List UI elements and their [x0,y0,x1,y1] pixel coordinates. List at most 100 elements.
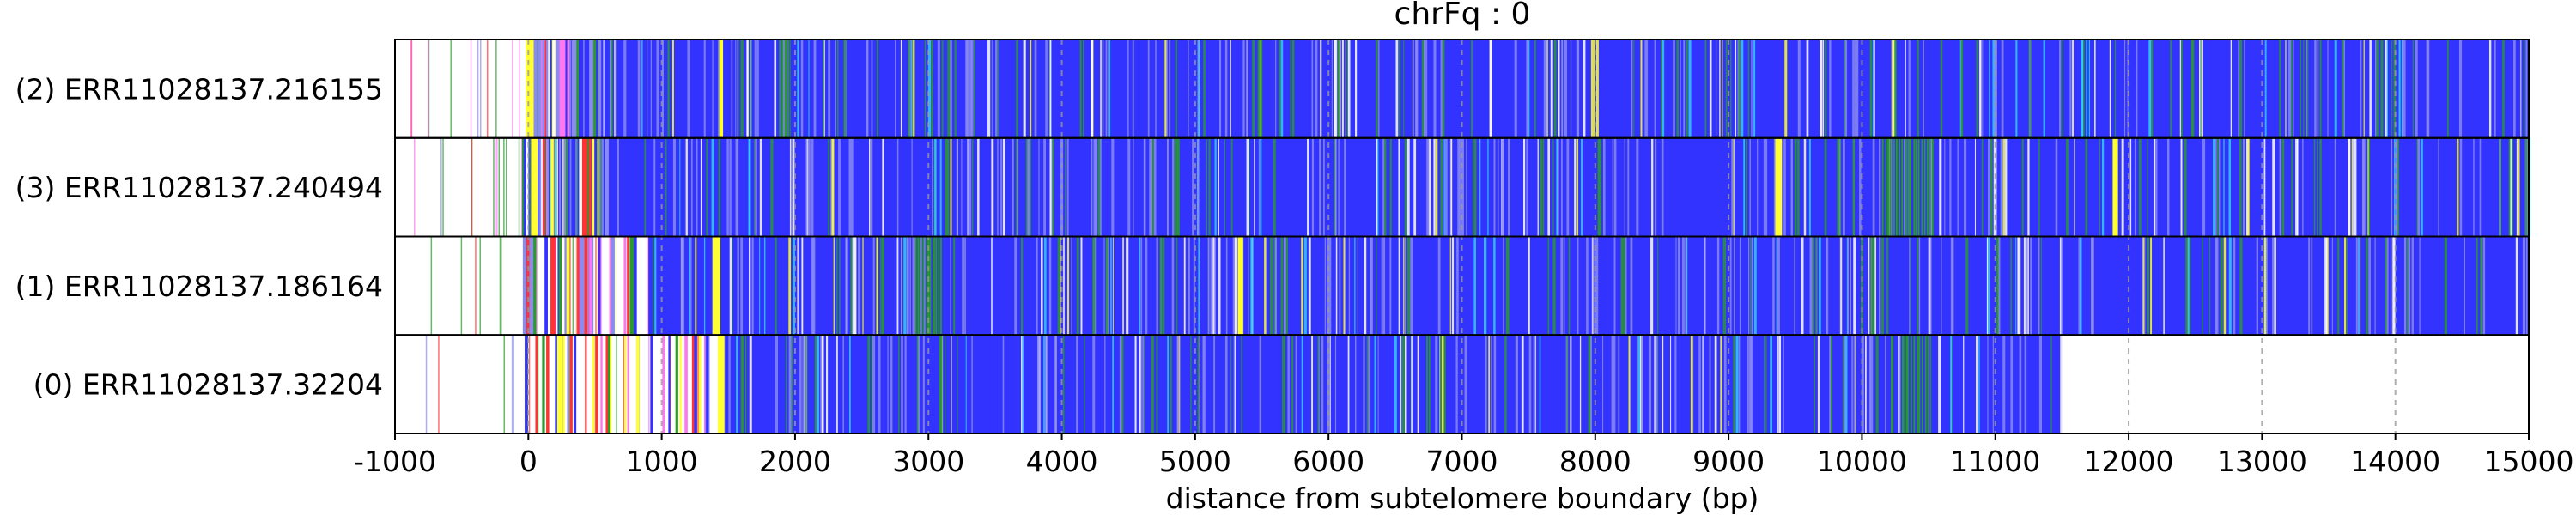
annotation-stripe [1720,335,1722,433]
annotation-stripe [1566,137,1570,237]
annotation-stripe [1014,236,1018,336]
annotation-stripe [611,39,613,138]
annotation-stripe [900,39,902,138]
annotation-stripe [2300,39,2302,138]
annotation-stripe [1126,236,1129,336]
annotation-stripe [2134,137,2136,237]
annotation-stripe [1311,39,1314,138]
annotation-stripe [779,39,781,138]
annotation-stripe [2002,335,2006,433]
annotation-stripe [1291,39,1295,138]
annotation-stripe [1198,39,1200,138]
annotation-stripe [1508,137,1510,237]
annotation-stripe [1944,137,1946,237]
annotation-stripe [2043,39,2045,138]
annotation-stripe [2364,137,2366,237]
annotation-stripe [1355,39,1358,138]
annotation-stripe [2038,236,2040,336]
annotation-stripe [1505,236,1509,336]
annotation-stripe [1749,335,1752,433]
y-tick-label: (0) ERR11028137.32204 [33,368,383,402]
annotation-stripe [932,137,933,237]
annotation-stripe [1709,39,1712,138]
annotation-stripe [1095,137,1097,237]
annotation-stripe [1377,335,1379,433]
annotation-stripe [2129,137,2132,237]
annotation-stripe [1485,335,1487,433]
annotation-stripe [670,335,671,433]
annotation-stripe [1198,236,1200,336]
annotation-stripe [1076,236,1079,336]
annotation-stripe [1219,39,1222,138]
annotation-stripe [746,39,749,138]
annotation-stripe [817,335,820,433]
annotation-stripe [1951,236,1954,336]
annotation-stripe [1437,236,1441,336]
annotation-stripe [690,137,693,237]
annotation-stripe [1803,137,1807,237]
annotation-stripe [1153,137,1157,237]
annotation-stripe [536,236,538,336]
annotation-stripe [494,137,496,237]
annotation-stripe [813,39,817,138]
annotation-stripe [1224,137,1225,237]
annotation-stripe [571,39,576,138]
annotation-stripe [2061,236,2063,336]
annotation-stripe [629,236,633,336]
annotation-stripe [479,39,482,138]
annotation-stripe [1487,137,1489,237]
annotation-stripe [1143,335,1145,433]
annotation-stripe [1644,39,1649,138]
annotation-stripe [1735,335,1739,433]
annotation-stripe [1743,137,1746,237]
annotation-stripe [2375,39,2377,138]
annotation-stripe [1398,137,1400,237]
annotation-stripe [1902,335,1904,433]
annotation-stripe [1260,137,1262,237]
annotation-stripe [700,137,702,237]
y-tick-label: (1) ERR11028137.186164 [15,270,383,303]
annotation-stripe [1746,137,1747,237]
annotation-stripe [1264,236,1267,336]
annotation-stripe [1170,335,1172,433]
annotation-stripe [1751,236,1753,336]
annotation-stripe [574,335,577,433]
x-tick-label: 1000 [626,445,698,478]
annotation-stripe [1618,335,1620,433]
annotation-stripe [862,236,864,336]
annotation-stripe [1926,137,1929,237]
annotation-stripe [2444,236,2447,336]
annotation-stripe [2279,39,2281,138]
annotation-stripe [1156,236,1158,336]
annotation-stripe [544,236,548,336]
annotation-stripe [2189,236,2191,336]
annotation-stripe [1547,137,1550,237]
x-tick-label: 5000 [1159,445,1231,478]
annotation-stripe [428,39,430,138]
annotation-stripe [565,236,570,336]
annotation-stripe [1315,39,1318,138]
annotation-stripe [1777,236,1780,336]
annotation-stripe [609,39,611,138]
annotation-stripe [2088,39,2091,138]
annotation-stripe [1704,39,1707,138]
annotation-stripe [2273,137,2275,237]
annotation-stripe [569,335,573,433]
annotation-stripe [588,137,592,237]
annotation-stripe [650,335,653,433]
annotation-stripe [2295,137,2299,237]
annotation-stripe [1334,335,1337,433]
annotation-stripe [1725,39,1728,138]
annotation-stripe [2209,236,2211,336]
annotation-stripe [759,236,761,336]
y-tick-label: (2) ERR11028137.216155 [15,72,383,106]
annotation-stripe [1311,137,1315,237]
annotation-stripe [2515,236,2518,336]
annotation-stripe [2215,236,2217,336]
annotation-stripe [1283,335,1285,433]
annotation-stripe [569,39,572,138]
annotation-stripe [2421,137,2423,237]
annotation-stripe [717,335,725,433]
annotation-stripe [687,39,690,138]
annotation-stripe [589,236,592,336]
